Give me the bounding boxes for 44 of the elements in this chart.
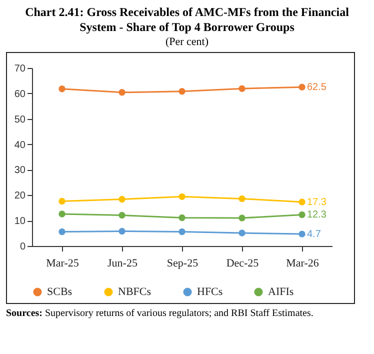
chart-title: Chart 2.41: Gross Receivables of AMC-MFs from the Financial System - Share of Top 4 Borrower Groups — [24, 4, 350, 35]
chart-subtitle: (Per cent) — [164, 35, 210, 49]
data-label: 4.7 — [307, 229, 322, 240]
source-note: Sources: Supervisory returns of various regulators; and RBI Staff Estimates. — [6, 308, 314, 319]
x-tick-label: Mar-26 — [286, 258, 320, 270]
x-tick-label: Dec-25 — [226, 258, 260, 270]
y-tick-label: 50 — [14, 114, 26, 126]
y-tick-label: 0 — [20, 242, 26, 252]
data-label: 62.5 — [307, 82, 327, 94]
y-tick-label: 30 — [14, 165, 26, 176]
point — [58, 228, 66, 236]
y-tick-label: 70 — [14, 64, 26, 74]
point — [178, 214, 186, 222]
point — [118, 89, 126, 96]
point — [238, 85, 246, 92]
point — [238, 230, 246, 236]
y-tick-label: 60 — [14, 88, 26, 100]
point — [238, 214, 246, 222]
point — [58, 86, 66, 92]
point — [298, 211, 306, 218]
y-tick-label: 40 — [14, 140, 26, 151]
point — [178, 228, 186, 236]
point — [118, 196, 126, 203]
legend-label: HFCs — [197, 286, 223, 298]
point — [178, 88, 186, 95]
point — [58, 210, 66, 218]
data-label: 12.3 — [307, 210, 327, 221]
point — [58, 198, 66, 205]
y-tick-label: 10 — [14, 216, 26, 228]
x-tick-label: Mar-25 — [46, 258, 80, 270]
x-tick-label: Jun-25 — [108, 258, 138, 270]
data-label: 17.3 — [307, 197, 327, 208]
point — [178, 193, 186, 200]
x-tick-label: Sep-25 — [166, 258, 199, 270]
legend-label: AIFIs — [268, 286, 294, 298]
point — [298, 230, 306, 238]
legend-label: SCBs — [47, 286, 72, 298]
point — [118, 212, 126, 219]
point — [298, 84, 306, 90]
point — [298, 198, 306, 206]
legend-label: NBFCs — [118, 286, 152, 298]
y-tick-label: 20 — [14, 190, 26, 202]
point — [118, 228, 126, 235]
point — [238, 195, 246, 202]
